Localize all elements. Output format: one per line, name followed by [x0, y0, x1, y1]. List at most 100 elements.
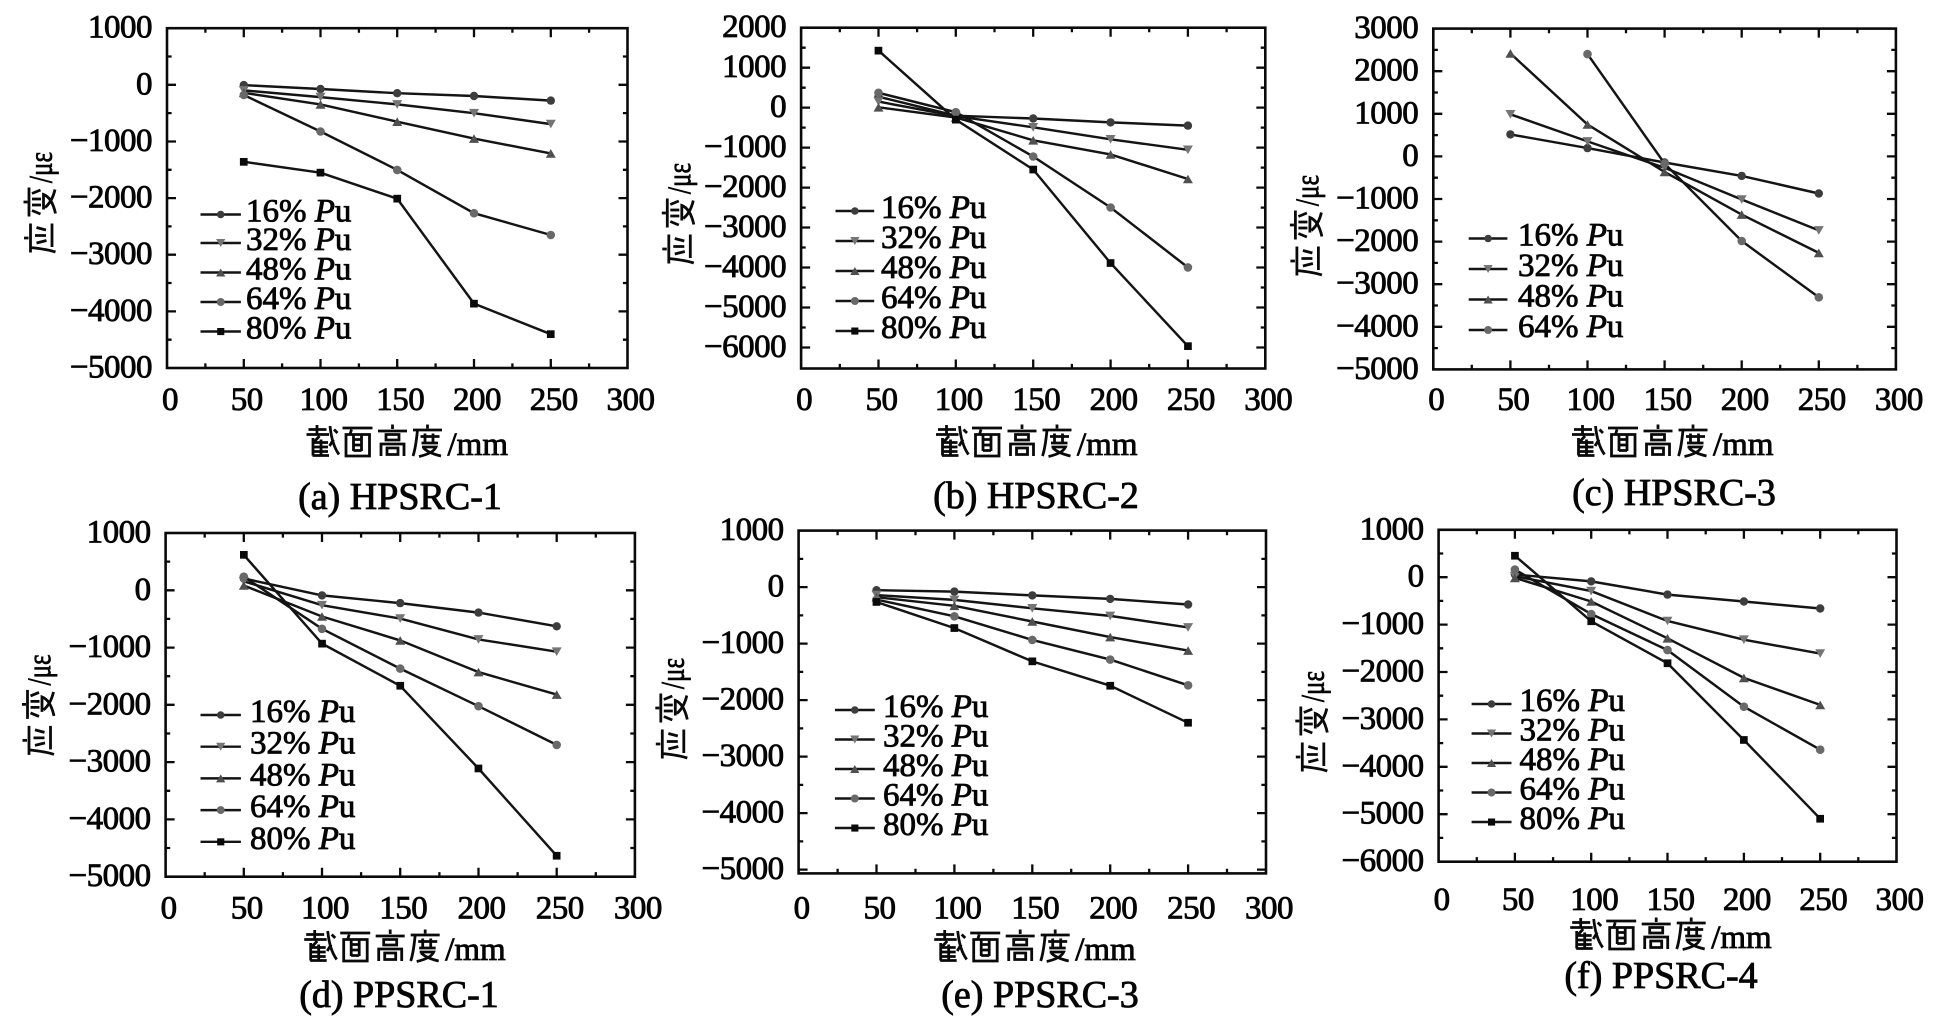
svg-text:200: 200 [458, 891, 506, 927]
svg-text:150: 150 [379, 891, 427, 927]
svg-text:−2000: −2000 [701, 682, 783, 718]
svg-text:16% Pu: 16% Pu [1520, 683, 1625, 719]
svg-text:(e) PPSRC-3: (e) PPSRC-3 [941, 974, 1138, 1016]
svg-text:0: 0 [136, 66, 152, 102]
svg-text:150: 150 [376, 382, 424, 418]
svg-text:−1000: −1000 [701, 625, 783, 661]
svg-text:−6000: −6000 [1341, 843, 1423, 879]
svg-text:100: 100 [933, 891, 981, 927]
svg-text:−5000: −5000 [704, 289, 786, 325]
svg-text:/με: /με [655, 658, 691, 689]
svg-text:300: 300 [614, 891, 662, 927]
svg-text:64% Pu: 64% Pu [250, 789, 355, 825]
svg-text:80% Pu: 80% Pu [1520, 801, 1625, 837]
svg-text:(b) HPSRC-2: (b) HPSRC-2 [933, 475, 1139, 517]
svg-text:−5000: −5000 [1336, 351, 1418, 387]
svg-text:300: 300 [1245, 891, 1293, 927]
svg-text:−2000: −2000 [1336, 223, 1418, 259]
svg-text:−1000: −1000 [1341, 606, 1423, 642]
svg-text:80% Pu: 80% Pu [881, 310, 986, 346]
svg-text:200: 200 [1721, 382, 1769, 418]
svg-text:16% Pu: 16% Pu [881, 190, 986, 226]
svg-text:48% Pu: 48% Pu [883, 748, 988, 784]
svg-text:/mm: /mm [1077, 427, 1138, 463]
svg-text:300: 300 [1244, 382, 1292, 418]
svg-text:(d) PPSRC-1: (d) PPSRC-1 [299, 974, 499, 1016]
svg-text:0: 0 [1434, 882, 1450, 918]
svg-text:−3000: −3000 [1336, 266, 1418, 302]
svg-text:−4000: −4000 [704, 249, 786, 285]
svg-text:32% Pu: 32% Pu [1520, 713, 1625, 749]
svg-text:50: 50 [1497, 382, 1529, 418]
svg-text:16% Pu: 16% Pu [246, 194, 351, 230]
svg-text:100: 100 [1567, 382, 1615, 418]
svg-text:300: 300 [1876, 882, 1924, 918]
svg-text:3000: 3000 [1354, 10, 1418, 46]
svg-text:64% Pu: 64% Pu [881, 280, 986, 316]
svg-text:−5000: −5000 [1341, 796, 1423, 832]
svg-text:−6000: −6000 [704, 329, 786, 365]
svg-text:−1000: −1000 [70, 123, 152, 159]
svg-text:−5000: −5000 [701, 851, 783, 887]
svg-text:250: 250 [530, 382, 578, 418]
svg-text:−1000: −1000 [68, 629, 150, 665]
svg-text:150: 150 [1644, 382, 1692, 418]
svg-text:/με: /με [1295, 671, 1331, 702]
svg-text:−3000: −3000 [704, 209, 786, 245]
svg-text:300: 300 [1875, 382, 1923, 418]
svg-text:100: 100 [300, 382, 348, 418]
svg-text:150: 150 [1012, 382, 1060, 418]
svg-text:−5000: −5000 [68, 858, 150, 894]
svg-text:1000: 1000 [1360, 511, 1424, 547]
svg-text:/mm: /mm [1711, 920, 1772, 956]
svg-text:200: 200 [1089, 891, 1137, 927]
svg-text:2000: 2000 [1354, 53, 1418, 89]
svg-text:200: 200 [453, 382, 501, 418]
svg-text:−4000: −4000 [1341, 748, 1423, 784]
svg-text:−3000: −3000 [70, 236, 152, 272]
svg-text:200: 200 [1723, 882, 1771, 918]
svg-text:1000: 1000 [720, 512, 784, 548]
svg-text:50: 50 [1502, 882, 1534, 918]
svg-text:−1000: −1000 [1336, 181, 1418, 217]
svg-text:(c) HPSRC-3: (c) HPSRC-3 [1572, 472, 1776, 514]
svg-text:150: 150 [1647, 882, 1695, 918]
svg-text:64% Pu: 64% Pu [246, 281, 351, 317]
svg-text:48% Pu: 48% Pu [881, 250, 986, 286]
svg-text:250: 250 [536, 891, 584, 927]
svg-text:50: 50 [864, 891, 896, 927]
svg-text:2000: 2000 [722, 9, 786, 45]
svg-text:16% Pu: 16% Pu [883, 689, 988, 725]
svg-text:32% Pu: 32% Pu [881, 220, 986, 256]
svg-text:50: 50 [231, 891, 263, 927]
svg-text:/mm: /mm [445, 932, 506, 968]
svg-text:0: 0 [1402, 138, 1418, 174]
svg-text:50: 50 [231, 382, 263, 418]
svg-text:48% Pu: 48% Pu [250, 757, 355, 793]
svg-text:250: 250 [1167, 891, 1215, 927]
svg-text:250: 250 [1798, 382, 1846, 418]
svg-text:1000: 1000 [1354, 95, 1418, 131]
svg-text:/mm: /mm [1075, 932, 1136, 968]
svg-text:200: 200 [1090, 382, 1138, 418]
svg-text:100: 100 [301, 891, 349, 927]
svg-text:0: 0 [161, 891, 177, 927]
svg-text:64% Pu: 64% Pu [1518, 309, 1623, 345]
svg-text:300: 300 [607, 382, 655, 418]
svg-text:32% Pu: 32% Pu [246, 222, 351, 258]
svg-text:48% Pu: 48% Pu [1518, 279, 1623, 315]
svg-text:32% Pu: 32% Pu [250, 726, 355, 762]
svg-text:80% Pu: 80% Pu [246, 311, 351, 347]
svg-text:50: 50 [866, 382, 898, 418]
svg-text:80% Pu: 80% Pu [883, 807, 988, 843]
svg-text:/με: /με [22, 654, 58, 685]
svg-text:/με: /με [1290, 175, 1326, 206]
svg-text:16% Pu: 16% Pu [250, 694, 355, 730]
svg-text:(a) HPSRC-1: (a) HPSRC-1 [298, 476, 502, 518]
svg-text:64% Pu: 64% Pu [1520, 772, 1625, 808]
svg-text:100: 100 [935, 382, 983, 418]
svg-text:−4000: −4000 [701, 795, 783, 831]
svg-text:0: 0 [135, 572, 151, 608]
svg-text:250: 250 [1799, 882, 1847, 918]
svg-text:80% Pu: 80% Pu [250, 821, 355, 857]
